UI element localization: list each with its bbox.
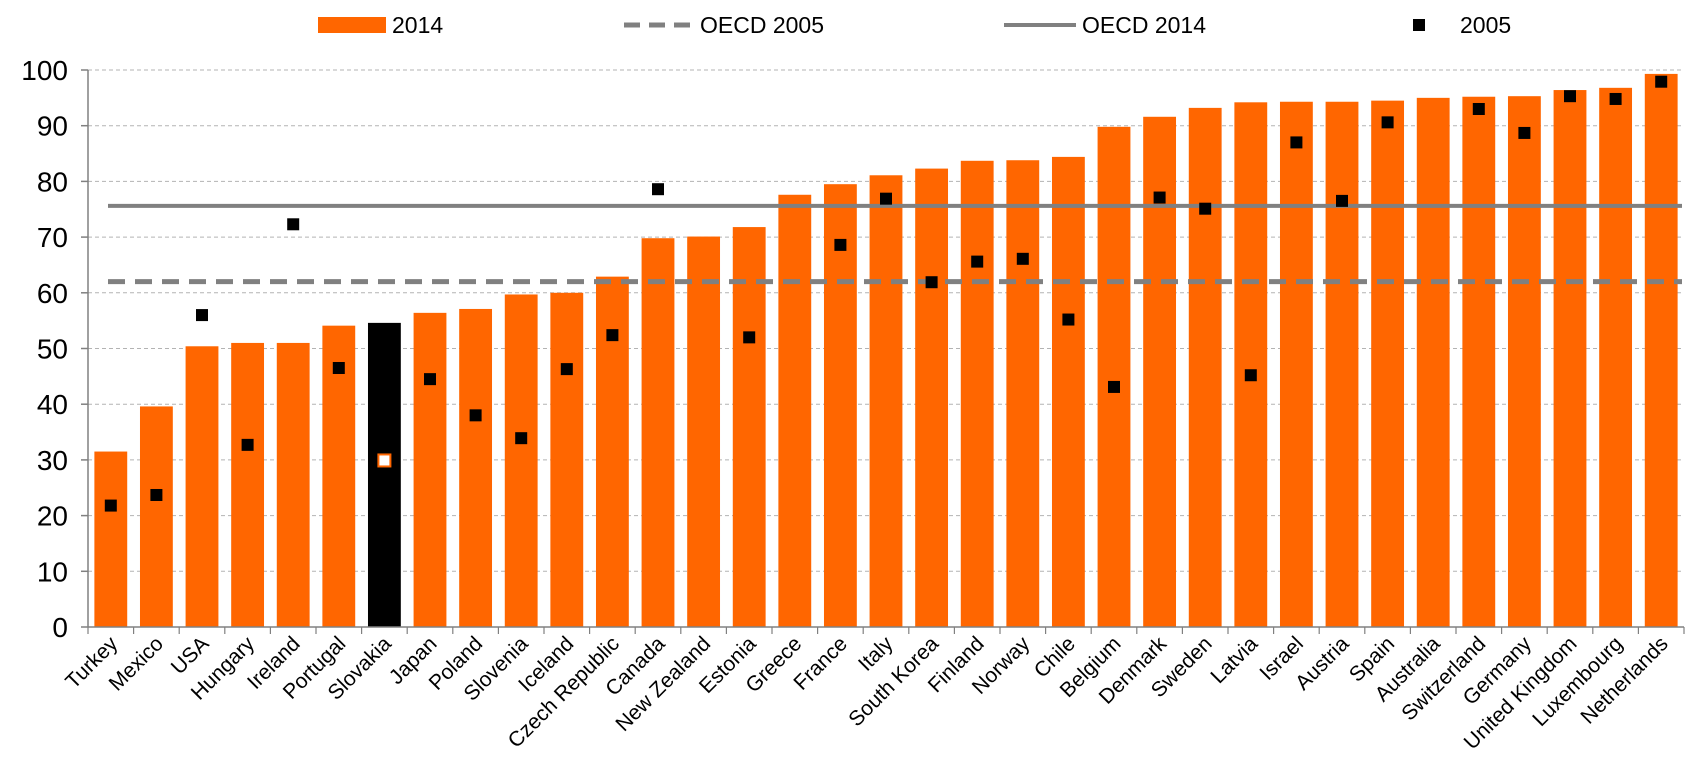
bar-sweden	[1188, 107, 1222, 628]
marker-2005-ireland	[287, 218, 300, 231]
marker-2005-japan	[424, 373, 436, 386]
bar-ireland	[276, 342, 310, 627]
bar-japan	[413, 312, 447, 627]
bar-australia	[1416, 97, 1450, 628]
marker-2005-denmark	[1153, 191, 1166, 204]
marker-2005-poland	[469, 409, 482, 422]
bar-slovakia	[367, 322, 401, 627]
legend-swatch-2005	[1413, 19, 1425, 31]
bar-hungary	[231, 342, 265, 627]
x-tick-labels: TurkeyMexicoUSAHungaryIrelandPortugalSlo…	[61, 632, 1672, 754]
bar-switzerland	[1462, 96, 1496, 627]
axes	[81, 69, 1685, 634]
marker-2005-slovakia	[377, 453, 392, 468]
marker-2005-netherlands	[1655, 75, 1668, 88]
legend: 2014 OECD 2005 OECD 2014 2005	[318, 12, 1511, 38]
bar-mexico	[139, 406, 173, 627]
y-tick-label-20: 20	[37, 501, 68, 532]
marker-2005-latvia	[1244, 369, 1257, 382]
marker-2005-italy	[880, 192, 892, 205]
marker-2005-chile	[1062, 313, 1075, 326]
bar-austria	[1325, 101, 1359, 627]
y-tick-label-80: 80	[37, 166, 68, 197]
y-tick-label-0: 0	[52, 612, 68, 643]
bar-poland	[459, 308, 493, 627]
marker-2005-luxembourg	[1609, 92, 1622, 105]
bar-greece	[778, 194, 812, 627]
bar-norway	[1006, 160, 1040, 627]
marker-2005-austria	[1336, 194, 1348, 207]
bars-2014	[94, 73, 1678, 628]
y-tick-label-10: 10	[37, 556, 68, 587]
bar-new-zealand	[687, 236, 721, 627]
marker-2005-belgium	[1108, 380, 1120, 393]
oecd-lines	[108, 203, 1682, 285]
bar-latvia	[1234, 102, 1268, 627]
y-tick-label-90: 90	[37, 111, 68, 142]
marker-2005-portugal	[332, 361, 345, 374]
marker-2005-norway	[1016, 252, 1029, 265]
bar-canada	[641, 238, 675, 628]
y-tick-label-30: 30	[37, 445, 68, 476]
marker-2005-france	[834, 238, 847, 251]
y-tick-labels: 0 10 20 30 40 50 60 70 80 90 100	[21, 55, 68, 643]
marker-2005-iceland	[560, 363, 573, 376]
marker-2005-spain	[1381, 116, 1394, 129]
legend-label-oecd-2014: OECD 2014	[1082, 12, 1206, 38]
bar-usa	[185, 346, 219, 627]
bar-turkey	[94, 451, 128, 627]
y-tick-label-70: 70	[37, 222, 68, 253]
bar-finland	[960, 160, 994, 627]
marker-2005-czech-republic	[606, 329, 619, 342]
marker-2005-switzerland	[1472, 102, 1485, 115]
marker-2005-hungary	[241, 438, 254, 451]
bar-luxembourg	[1599, 87, 1633, 628]
y-tick-label-40: 40	[37, 389, 68, 420]
bar-france	[823, 184, 857, 627]
bar-israel	[1279, 101, 1313, 627]
marker-2005-turkey	[104, 499, 117, 512]
legend-label-2005: 2005	[1460, 12, 1511, 38]
marker-2005-israel	[1290, 136, 1303, 149]
marker-2005-united-kingdom	[1564, 90, 1576, 103]
marker-2005-germany	[1518, 126, 1531, 139]
x-tick-label-latvia: Latvia	[1206, 632, 1262, 688]
marker-2005-mexico	[150, 488, 163, 501]
bar-united-kingdom	[1553, 90, 1587, 627]
bar-estonia	[732, 227, 766, 627]
y-tick-label-60: 60	[37, 278, 68, 309]
bar-spain	[1371, 100, 1405, 627]
marker-2005-estonia	[743, 331, 756, 344]
bar-italy	[869, 175, 903, 627]
marker-2005-finland	[971, 255, 984, 268]
marker-2005-slovenia	[515, 432, 528, 445]
bar-netherlands	[1644, 73, 1678, 628]
bar-slovenia	[504, 294, 538, 627]
marker-2005-south-korea	[925, 276, 938, 289]
bar-portugal	[322, 325, 356, 627]
bar-germany	[1507, 96, 1541, 627]
y-tick-label-100: 100	[21, 55, 68, 86]
legend-swatch-2014	[318, 17, 386, 33]
markers-2005	[104, 75, 1668, 512]
bar-belgium	[1097, 126, 1131, 628]
bar-iceland	[550, 292, 584, 627]
marker-2005-sweden	[1199, 202, 1212, 215]
legend-label-oecd-2005: OECD 2005	[700, 12, 824, 38]
bar-south-korea	[915, 168, 949, 628]
y-tick-label-50: 50	[37, 334, 68, 365]
legend-label-2014: 2014	[392, 12, 443, 38]
bar-chile	[1051, 156, 1085, 627]
marker-2005-canada	[652, 183, 664, 196]
marker-2005-usa	[196, 309, 208, 322]
